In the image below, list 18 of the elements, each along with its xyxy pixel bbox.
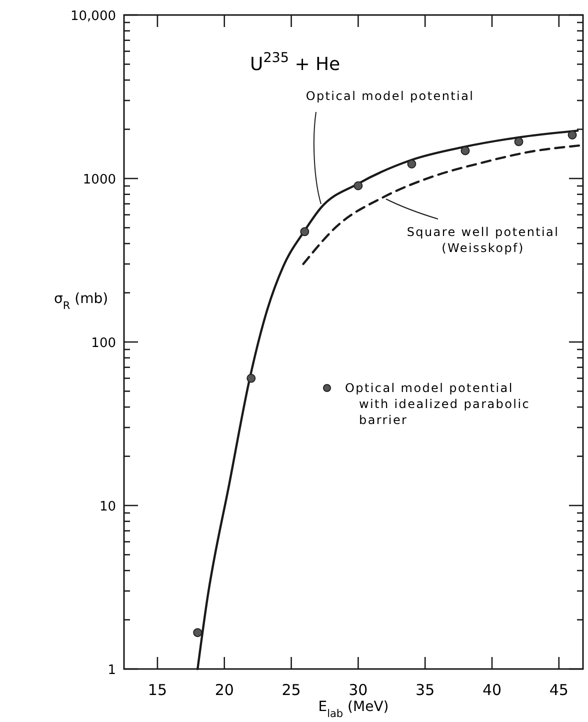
y-tick-label: 10 — [99, 500, 116, 514]
y-tick-label: 100 — [91, 336, 116, 351]
y-tick-label: 1000 — [82, 172, 116, 188]
text: Optical model potential — [306, 89, 474, 103]
y-tick-label: 1 — [108, 663, 116, 678]
legend-label: Optical model potential with idealized parabolic barrier — [345, 381, 530, 427]
x-axis-title: E$_{lab}$ (MeV) — [318, 699, 389, 720]
x-tick-label: 35 — [416, 681, 435, 699]
y-axis-title: σ$_{R}$ (mb) — [54, 290, 108, 312]
x-tick-label: 40 — [482, 681, 502, 699]
text: Square well potential (Weisskopf) — [406, 225, 560, 255]
x-tick-label: 45 — [549, 681, 568, 699]
x-tick-label: 15 — [148, 681, 167, 699]
x-tick-label: 25 — [282, 681, 301, 699]
x-tick-label: 20 — [214, 681, 234, 699]
x-tick-label: 30 — [348, 681, 368, 699]
y-tick-label: 10,000 — [70, 9, 116, 24]
annotation: U$^{235}$ + He — [250, 50, 340, 75]
